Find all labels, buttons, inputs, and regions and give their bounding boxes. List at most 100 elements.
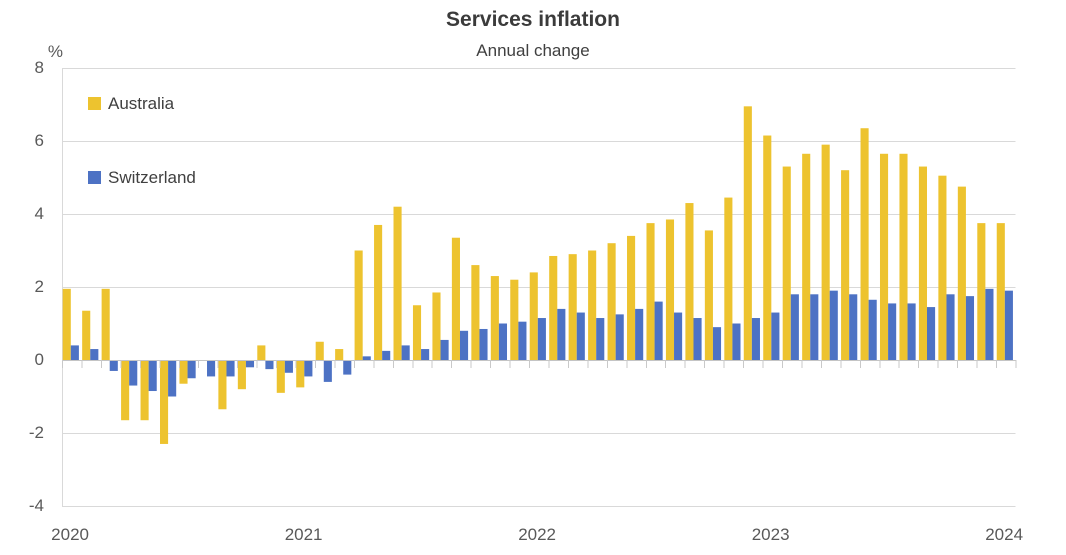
- bar-switzerland: [965, 296, 975, 360]
- y-axis-tick-label: 2: [34, 277, 44, 296]
- bar-switzerland: [654, 301, 663, 360]
- bar-switzerland: [576, 312, 585, 360]
- bar-australia: [218, 360, 227, 410]
- bar-switzerland: [479, 328, 488, 360]
- bar-australia: [412, 305, 422, 360]
- bar-australia: [627, 235, 636, 360]
- bar-switzerland: [129, 360, 138, 386]
- bar-switzerland: [518, 321, 527, 360]
- bar-australia: [568, 254, 577, 360]
- bar-australia: [899, 153, 908, 360]
- bar-australia: [510, 279, 519, 360]
- bar-australia: [977, 223, 986, 360]
- bar-australia: [841, 170, 850, 360]
- bar-switzerland: [615, 314, 624, 360]
- bar-australia: [704, 230, 713, 360]
- bar-australia: [918, 166, 928, 360]
- bar-australia: [665, 219, 675, 360]
- bar-switzerland: [362, 356, 371, 360]
- legend-swatch-switzerland-icon: [88, 171, 101, 184]
- y-axis-tick-label: 8: [34, 58, 44, 77]
- bar-switzerland: [70, 345, 79, 360]
- y-axis-unit-label: %: [47, 42, 63, 61]
- legend-swatch-australia-icon: [88, 97, 101, 110]
- bar-switzerland: [284, 360, 293, 373]
- bar-australia: [451, 237, 460, 360]
- bar-switzerland: [557, 308, 566, 360]
- bar-australia: [393, 206, 402, 360]
- legend-item-australia: Australia: [88, 94, 174, 114]
- bar-switzerland: [459, 330, 469, 360]
- bar-switzerland: [226, 360, 235, 377]
- bar-australia: [257, 345, 266, 360]
- bar-australia: [159, 360, 169, 444]
- bar-switzerland: [537, 318, 546, 360]
- bar-australia: [82, 310, 91, 360]
- bar-australia: [879, 153, 889, 360]
- y-axis-tick-label: -4: [28, 496, 44, 515]
- legend-label-switzerland: Switzerland: [108, 168, 196, 187]
- bar-switzerland: [323, 360, 332, 382]
- y-axis-tick-label: 4: [34, 204, 44, 223]
- bar-australia: [354, 250, 363, 360]
- bar-switzerland: [168, 360, 177, 397]
- bar-switzerland: [868, 299, 877, 360]
- bar-switzerland: [596, 318, 605, 360]
- bar-australia: [957, 186, 966, 360]
- bar-australia: [821, 144, 830, 360]
- bar-australia: [335, 349, 344, 360]
- bar-australia: [685, 203, 694, 360]
- bar-switzerland: [245, 360, 255, 368]
- bar-australia: [101, 288, 110, 360]
- bar-switzerland: [498, 323, 508, 360]
- bar-switzerland: [90, 349, 99, 360]
- y-axis-tick-label: -2: [28, 423, 44, 442]
- bar-australia: [646, 223, 655, 360]
- bar-switzerland: [946, 294, 955, 360]
- bar-australia: [860, 128, 869, 360]
- bar-switzerland: [382, 350, 391, 360]
- bar-australia: [140, 360, 149, 421]
- bar-australia: [490, 276, 499, 360]
- bar-switzerland: [888, 303, 897, 360]
- bar-australia: [62, 288, 71, 360]
- bar-switzerland: [343, 360, 352, 375]
- bar-australia: [374, 224, 383, 360]
- bar-australia: [179, 360, 188, 384]
- x-axis-year-label: 2021: [284, 525, 323, 544]
- bar-australia: [121, 360, 130, 421]
- x-axis-year-label: 2024: [985, 525, 1024, 544]
- chart-subtitle: Annual change: [476, 41, 590, 60]
- x-axis-year-label: 2022: [518, 525, 557, 544]
- bar-australia: [276, 360, 285, 393]
- bar-australia: [315, 341, 324, 360]
- bar-switzerland: [712, 327, 722, 360]
- bar-switzerland: [401, 345, 410, 360]
- bar-australia: [743, 106, 752, 360]
- bar-australia: [607, 243, 616, 360]
- bar-australia: [802, 153, 811, 360]
- x-axis-year-label: 2020: [51, 525, 89, 544]
- bar-australia: [296, 360, 305, 388]
- chart-title: Services inflation: [446, 8, 620, 31]
- legend-label-australia: Australia: [108, 94, 175, 113]
- bar-switzerland: [751, 318, 760, 360]
- bar-switzerland: [109, 360, 118, 371]
- bar-switzerland: [849, 294, 858, 360]
- y-axis-tick-label: 6: [34, 131, 44, 150]
- bar-australia: [996, 223, 1005, 360]
- bar-switzerland: [907, 303, 916, 360]
- legend-item-switzerland: Switzerland: [88, 168, 196, 188]
- bar-switzerland: [771, 312, 780, 360]
- bar-switzerland: [265, 360, 274, 370]
- bar-switzerland: [635, 308, 644, 360]
- bar-switzerland: [187, 360, 196, 379]
- x-axis-year-label: 2023: [751, 525, 790, 544]
- bar-switzerland: [421, 349, 430, 360]
- bar-australia: [529, 272, 538, 360]
- bar-australia: [549, 255, 558, 360]
- bar-australia: [724, 197, 733, 360]
- bar-switzerland: [440, 339, 449, 360]
